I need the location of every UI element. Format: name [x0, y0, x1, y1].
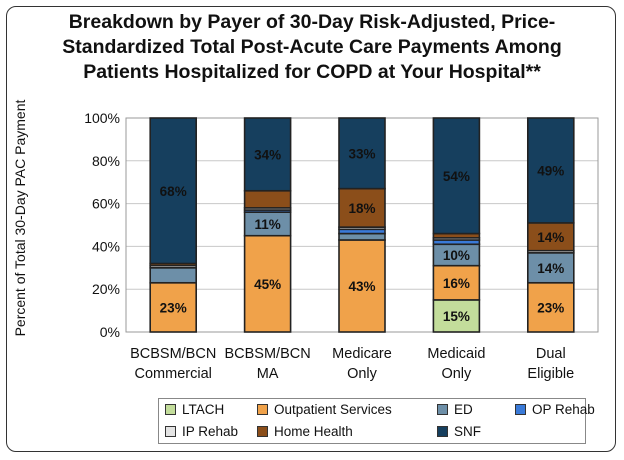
- x-tick-label-line: Commercial: [134, 366, 212, 382]
- data-label: 14%: [537, 261, 564, 276]
- bar-segment-snf: [432, 117, 481, 235]
- data-label: 23%: [160, 300, 187, 315]
- legend-label: OP Rehab: [532, 402, 595, 417]
- legend-label: LTACH: [182, 402, 225, 417]
- y-tick-label: 60%: [92, 196, 120, 212]
- y-tick-label: 80%: [92, 153, 120, 169]
- bar-segment-ed: [526, 252, 575, 284]
- bar-segment-home-health: [526, 222, 575, 252]
- legend-item-snf: SNF: [437, 424, 481, 439]
- data-label: 54%: [443, 169, 470, 184]
- data-label: 45%: [254, 277, 281, 292]
- data-label: 33%: [348, 146, 375, 161]
- x-tick-label: Dual Eligible: [496, 344, 606, 384]
- legend-label: ED: [454, 402, 473, 417]
- data-label: 14%: [537, 230, 564, 245]
- data-label: 34%: [254, 147, 281, 162]
- legend-item-ip-rehab: IP Rehab: [165, 424, 238, 439]
- x-tick-label-line: BCBSM/BCN: [224, 346, 311, 362]
- bar-segment-outpatient-services: [526, 281, 575, 333]
- x-tick-label-line: Medicare: [332, 346, 392, 362]
- legend-swatch: [437, 404, 448, 415]
- data-label: 43%: [348, 279, 375, 294]
- legend-swatch: [257, 426, 268, 437]
- bar-segment-snf: [338, 117, 386, 190]
- legend-item-ltach: LTACH: [165, 402, 224, 417]
- bar-segment-home-health: [338, 187, 386, 228]
- bar-segment-snf: [243, 117, 292, 192]
- bar-segment-ed: [338, 232, 386, 241]
- legend-label: Outpatient Services: [274, 402, 392, 417]
- title-line-3: Patients Hospitalized for COPD at Your H…: [83, 61, 541, 83]
- data-label: 68%: [160, 184, 187, 199]
- x-tick-label-line: Medicaid: [427, 346, 486, 362]
- legend-item-op-rehab: OP Rehab: [515, 402, 595, 417]
- x-tick-label-line: Eligible: [527, 366, 575, 382]
- bar-segment-snf: [149, 117, 197, 265]
- x-tick-label: Medicaid Only: [401, 344, 511, 384]
- x-tick-label-line: BCBSM/BCN: [130, 346, 217, 362]
- data-label: 18%: [348, 201, 375, 216]
- y-tick-label: 100%: [84, 110, 120, 126]
- legend-item-outpatient-services: Outpatient Services: [257, 402, 392, 417]
- x-tick-label: BCBSM/BCN Commercial: [118, 344, 228, 384]
- title-line-1: Breakdown by Payer of 30-Day Risk-Adjust…: [68, 11, 556, 33]
- bar-segment-snf: [526, 117, 575, 224]
- data-label: 49%: [537, 163, 564, 178]
- x-tick-label: Medicare Only: [307, 344, 417, 384]
- legend-label: IP Rehab: [182, 424, 239, 439]
- title-line-2: Standardized Total Post-Acute Care Payme…: [62, 36, 562, 58]
- legend-swatch: [165, 404, 176, 415]
- chart-frame: [6, 6, 616, 452]
- legend-item-home-health: Home Health: [257, 424, 353, 439]
- y-tick-label: 20%: [92, 281, 120, 297]
- data-label: 11%: [254, 217, 280, 232]
- data-label: 10%: [443, 248, 470, 263]
- x-tick-label-line: Only: [347, 366, 377, 382]
- data-label: 15%: [443, 309, 470, 324]
- legend-swatch: [165, 426, 176, 437]
- bar-segment-home-health: [243, 189, 292, 209]
- legend-item-ed: ED: [437, 402, 473, 417]
- legend: LTACH Outpatient Services ED OP Rehab IP Reh…: [158, 398, 595, 444]
- legend-swatch: [257, 404, 268, 415]
- x-tick-label: BCBSM/BCN MA: [213, 344, 323, 384]
- x-tick-label-line: MA: [256, 366, 279, 382]
- legend-label: Home Health: [274, 424, 353, 439]
- data-label: 23%: [537, 300, 564, 315]
- bar-segment-outpatient-services: [243, 234, 292, 333]
- x-tick-label-line: Only: [441, 366, 472, 382]
- y-tick-label: 0%: [100, 324, 120, 340]
- bar-segment-ed: [149, 266, 197, 284]
- legend-swatch: [437, 426, 448, 437]
- x-tick-label-line: Dual: [535, 346, 566, 362]
- y-tick-label: 40%: [92, 238, 120, 254]
- bar-segment-outpatient-services: [338, 239, 386, 333]
- chart-title: Breakdown by Payer of 30-Day Risk-Adjust…: [0, 10, 624, 85]
- data-label: 16%: [443, 276, 470, 291]
- bar-segment-outpatient-services: [149, 281, 197, 333]
- legend-swatch: [515, 404, 526, 415]
- legend-label: SNF: [454, 424, 481, 439]
